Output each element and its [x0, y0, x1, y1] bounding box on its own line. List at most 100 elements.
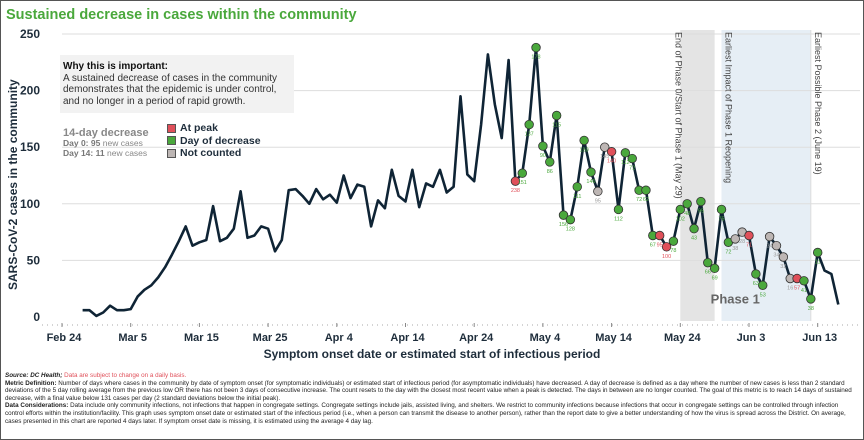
legend-item-decrease: Day of decrease	[167, 135, 261, 148]
decrease-heading: 14-day decrease	[63, 127, 149, 139]
peak-swatch-icon	[167, 123, 176, 133]
data-point-not-counted	[778, 252, 789, 262]
y-tick-label: 0	[33, 310, 40, 324]
data-point-peak	[654, 230, 665, 241]
point-value-label: 150	[580, 147, 589, 153]
data-point-decrease	[524, 119, 534, 130]
x-axis-ticks: Feb 24 Mar 5 Mar 15 Mar 25 Apr 4 Apr 14 Apr 24…	[47, 323, 837, 344]
data-point-decrease	[696, 196, 706, 207]
x-tick-label: May 4	[530, 332, 561, 344]
point-value-label: 62	[643, 197, 649, 203]
x-tick-label: Feb 24	[47, 332, 83, 344]
data-point-peak	[661, 242, 672, 252]
data-point-decrease	[565, 214, 576, 225]
decrease-summary: 14-day decrease Day 0: 95 new cases Day …	[63, 127, 149, 158]
data-point-decrease	[613, 204, 624, 215]
point-value-label: 238	[511, 188, 520, 194]
point-value-label: 34	[767, 244, 773, 250]
point-value-label: 32	[780, 264, 786, 270]
data-considerations: Data Considerations: Data include only c…	[5, 402, 846, 425]
x-tick-label: Apr 24	[459, 332, 494, 344]
point-value-label: 11	[815, 259, 821, 265]
point-value-label: 63	[753, 281, 759, 287]
x-tick-label: Apr 14	[390, 332, 425, 344]
data-point-not-counted	[771, 240, 782, 251]
data-point-decrease	[758, 280, 768, 291]
data-point-decrease	[558, 210, 569, 220]
point-value-label: 90	[540, 153, 546, 159]
point-value-label: 53	[760, 292, 766, 298]
phase-band	[680, 30, 715, 321]
y-tick-label: 100	[20, 197, 40, 211]
point-labels: 2381511371789086115156128111150146951451…	[511, 55, 821, 312]
phase-annotation-label: Earliest Impact of Phase 1 Reopening	[724, 32, 734, 183]
footer-notes: Source: DC Health; Data are subject to c…	[5, 372, 857, 425]
point-value-label: 41	[801, 288, 807, 294]
data-point-decrease	[703, 257, 713, 268]
point-value-label: 16	[787, 286, 793, 292]
data-point-peak	[606, 147, 617, 157]
y-tick-label: 200	[20, 84, 40, 98]
data-point-decrease	[806, 294, 816, 304]
x-tick-label: Mar 5	[118, 332, 147, 344]
point-value-label: 86	[547, 169, 553, 175]
phase-annotation-label: Earliest Possible Phase 2 (June 19)	[813, 32, 823, 175]
data-point-not-counted	[730, 234, 740, 244]
x-axis-label: Symptom onset date or estimated start of…	[263, 347, 601, 361]
point-value-label: 137	[525, 132, 534, 138]
data-point-decrease	[709, 263, 720, 274]
x-tick-label: May 24	[664, 332, 702, 344]
point-value-label: 95	[657, 242, 663, 248]
point-value-label: 151	[518, 180, 527, 186]
data-point-decrease	[551, 110, 562, 121]
data-point-decrease	[675, 204, 686, 215]
point-value-label: 75	[718, 216, 724, 222]
data-point-decrease	[545, 157, 555, 167]
point-value-label: 38	[808, 306, 814, 312]
point-value-label: 72	[725, 249, 731, 255]
point-value-label: 128	[566, 227, 575, 233]
data-point-decrease	[682, 199, 692, 209]
point-value-label: 178	[531, 55, 540, 61]
data-point-not-counted	[593, 186, 603, 197]
point-value-label: 38	[732, 246, 738, 252]
page-title: Sustained decrease in cases within the c…	[6, 7, 357, 23]
point-value-label: 145	[600, 154, 609, 160]
point-value-label: 95	[698, 209, 704, 215]
source-line: Source: DC Health; Data are subject to c…	[5, 372, 187, 379]
point-value-label: 28	[739, 239, 745, 245]
phase-band	[721, 30, 811, 321]
y-tick-label: 150	[20, 140, 40, 154]
point-value-label: 95	[595, 198, 601, 204]
data-point-decrease	[572, 182, 582, 192]
info-body: A sustained decrease of cases in the com…	[63, 72, 278, 107]
data-point-decrease	[579, 135, 589, 146]
point-value-label: 78	[670, 248, 676, 254]
info-box: Why this is important: A sustained decre…	[60, 55, 294, 113]
data-point-decrease	[620, 148, 631, 158]
data-points	[510, 42, 823, 304]
x-tick-label: Apr 4	[325, 332, 354, 344]
data-point-not-counted	[600, 142, 610, 152]
point-value-label: 66	[705, 270, 711, 276]
point-value-label: 69	[712, 275, 718, 281]
point-value-label: 111	[573, 194, 581, 200]
point-value-label: 140	[607, 159, 616, 165]
x-tick-label: Mar 25	[253, 332, 288, 344]
y-axis-label: SARS-CoV-2 cases in the community	[6, 79, 20, 290]
data-point-decrease	[668, 236, 679, 246]
data-point-decrease	[586, 167, 596, 177]
legend-item-not-counted: Not counted	[167, 147, 261, 160]
point-value-label: 72	[636, 197, 642, 203]
decrease-swatch-icon	[167, 136, 176, 146]
y-tick-label: 50	[27, 253, 41, 267]
data-point-decrease	[716, 204, 727, 215]
data-point-peak	[510, 176, 521, 186]
point-value-label: 146	[586, 179, 595, 185]
annotations: End of Phase 0/Start of Phase 1 (May 29)…	[673, 30, 823, 321]
point-value-label: 43	[691, 236, 697, 242]
point-value-label: 34	[773, 253, 779, 259]
x-tick-label: Jun 13	[802, 332, 837, 344]
point-value-label: 115	[552, 123, 561, 129]
